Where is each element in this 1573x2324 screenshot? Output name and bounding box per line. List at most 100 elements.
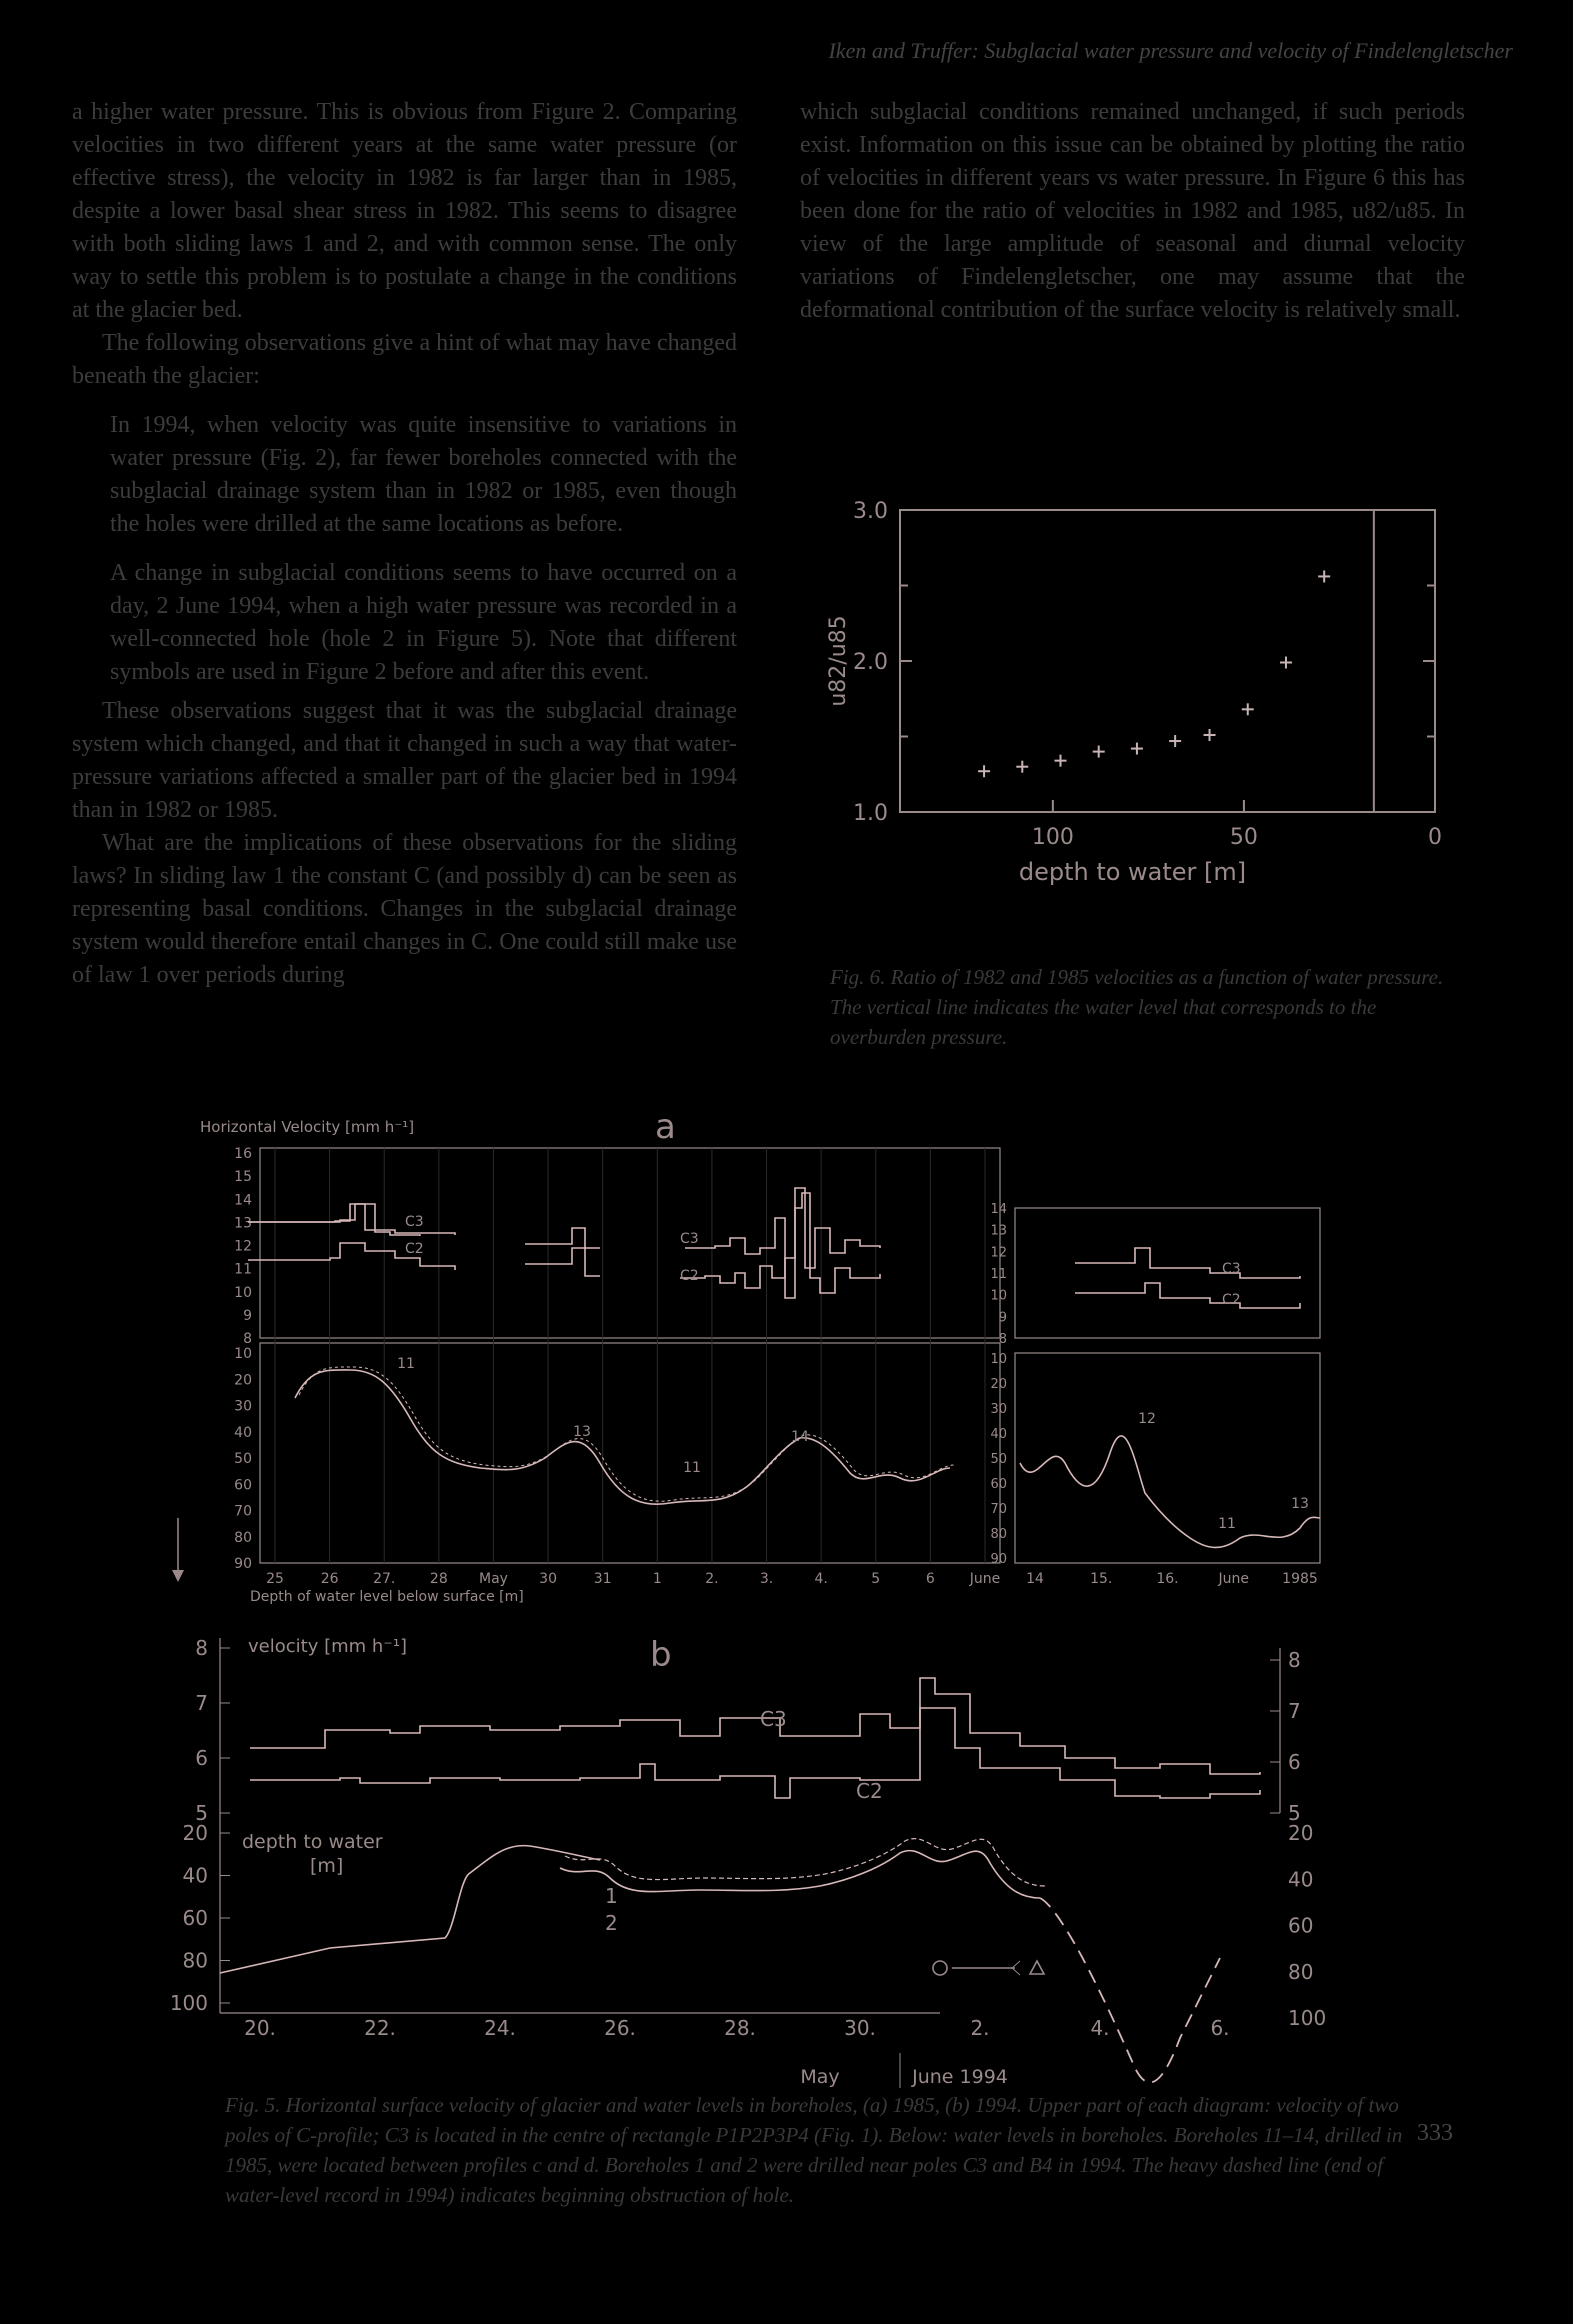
right-depth-tick-label: 50 [990,1452,1007,1467]
right-column: which subglacial conditions remained unc… [800,96,1465,327]
running-head: Iken and Truffer: Subglacial water press… [828,38,1513,63]
y-tick-label: 1.0 [853,801,888,826]
right-depth-tick-label: 90 [990,1552,1007,1567]
right-depth-tick-label: 20 [1288,1821,1313,1845]
velocity-tick-label: 14 [234,1192,252,1208]
hole-label: 12 [1138,1411,1156,1427]
x-axis-label: Depth of water level below surface [m] [250,1589,524,1605]
right-depth-tick-label: 100 [1288,2006,1326,2030]
x-tick-label: 26. [604,2016,636,2040]
data-point [1130,742,1143,755]
x-tick-label: 6. [1210,2016,1229,2040]
data-point [1241,703,1254,716]
figure-5-caption: Fig. 5. Horizontal surface velocity of g… [225,2093,1403,2207]
circle-symbol [932,1960,948,1976]
depth-tick-label: 30 [234,1399,252,1415]
x-tick-label: 31 [594,1571,612,1587]
x-tick-label: 2. [705,1571,718,1587]
series-label-c3: C3 [1222,1261,1241,1277]
series-c2-segment [250,1707,1261,1799]
velocity-tick-label: 10 [234,1285,252,1301]
x-tick-label: 22. [364,2016,396,2040]
y-tick-label: 2.0 [853,650,888,675]
x-tick-label: 100 [1032,825,1074,850]
series-label-c2: C2 [1222,1292,1241,1308]
x-tick-label: 2. [970,2016,989,2040]
right-velocity-tick-label: 6 [1288,1750,1301,1774]
right-depth-tick-label: 40 [990,1427,1007,1442]
right-velocity-tick-label: 8 [999,1332,1007,1347]
triangle-symbol [1028,1959,1046,1975]
water-level-curve [1019,1435,1321,1549]
hole-label: 13 [1291,1496,1309,1512]
x-tick-label: 4. [1090,2016,1109,2040]
depth-tick-label: 60 [183,1906,208,1930]
depth-tick-label: 40 [183,1864,208,1888]
x-tick-label: 6 [926,1571,935,1587]
velocity-tick-label: 8 [243,1331,252,1347]
hole-label: 11 [1218,1516,1236,1532]
depth-tick-label: 90 [234,1556,252,1572]
series-c3-segment [250,1677,1261,1775]
velocity-tick-label: 8 [195,1636,208,1660]
x-tick-label: 20. [244,2016,276,2040]
hole-label: 2 [605,1911,618,1935]
velocity-tick-label: 15 [234,1169,252,1185]
right-velocity-tick-label: 11 [990,1267,1007,1282]
panel-label-b: b [650,1635,672,1675]
x-tick-label: 24. [484,2016,516,2040]
plot-frame [899,509,1436,813]
x-tick-label: 4. [814,1571,827,1587]
depth-arrow-head [172,1570,184,1582]
depth-tick-label: 40 [234,1425,252,1441]
velocity-tick-label: 13 [234,1215,252,1231]
x-axis-label: depth to water [m] [1019,858,1246,886]
water-level-curve [564,1838,1046,1887]
depth-tick-label: 80 [183,1949,208,1973]
right-velocity-tick-label: 7 [1288,1699,1301,1723]
x-tick-label: June [969,1571,1001,1587]
x-tick-label: 3. [760,1571,773,1587]
figure-6-caption: Fig. 6. Ratio of 1982 and 1985 velocitie… [830,965,1444,1049]
right-depth-tick-label: 30 [990,1402,1007,1417]
right-depth-tick-label: 40 [1288,1867,1313,1891]
panel-label-a: a [655,1108,676,1147]
right-velocity-tick-label: 5 [1288,1801,1301,1825]
data-point [1092,745,1105,758]
right-x-tick-label: 14 [1026,1571,1044,1587]
series-label-c2: C2 [680,1268,699,1284]
data-point [1279,656,1292,669]
x-tick-label: 1 [653,1571,662,1587]
velocity-tick-label: 11 [234,1262,252,1278]
observation-1: In 1994, when velocity was quite insensi… [110,412,737,537]
right-depth-frame [1014,1352,1321,1564]
velocity-tick-label: 12 [234,1239,252,1255]
right-velocity-frame [1014,1207,1321,1339]
velocity-axis-title: velocity [mm h⁻¹] [248,1636,407,1657]
depth-tick-label: 70 [234,1504,252,1520]
data-point [1169,735,1182,748]
hole-label: 1 [605,1884,618,1908]
right-velocity-tick-label: 12 [990,1245,1007,1260]
data-point [1318,570,1331,583]
water-level-curve [559,1849,1041,1899]
right-depth-tick-label: 20 [990,1377,1007,1392]
water-level-curve [219,1844,601,1974]
x-tick-label: 25 [266,1571,284,1587]
velocity-tick-label: 16 [234,1146,252,1162]
series-c2-segment [680,1192,881,1294]
right-velocity-tick-label: 9 [999,1310,1007,1325]
right-depth-tick-label: 70 [990,1502,1007,1517]
x-tick-label: 28 [430,1571,448,1587]
series-c2-segment [248,1242,456,1270]
series-c3-segment [1075,1247,1301,1279]
x-tick-label: 28. [724,2016,756,2040]
right-depth-tick-label: 80 [1288,1960,1313,1984]
depth-tick-label: 20 [234,1372,252,1388]
right-depth-tick-label: 10 [990,1352,1007,1367]
right-x-tick-label: 1985 [1282,1571,1318,1587]
paragraph: What are the implications of these obser… [72,830,737,988]
series-label-c3: C3 [680,1231,699,1247]
series-c3-segment [685,1187,881,1299]
right-velocity-tick-label: 13 [990,1224,1007,1239]
